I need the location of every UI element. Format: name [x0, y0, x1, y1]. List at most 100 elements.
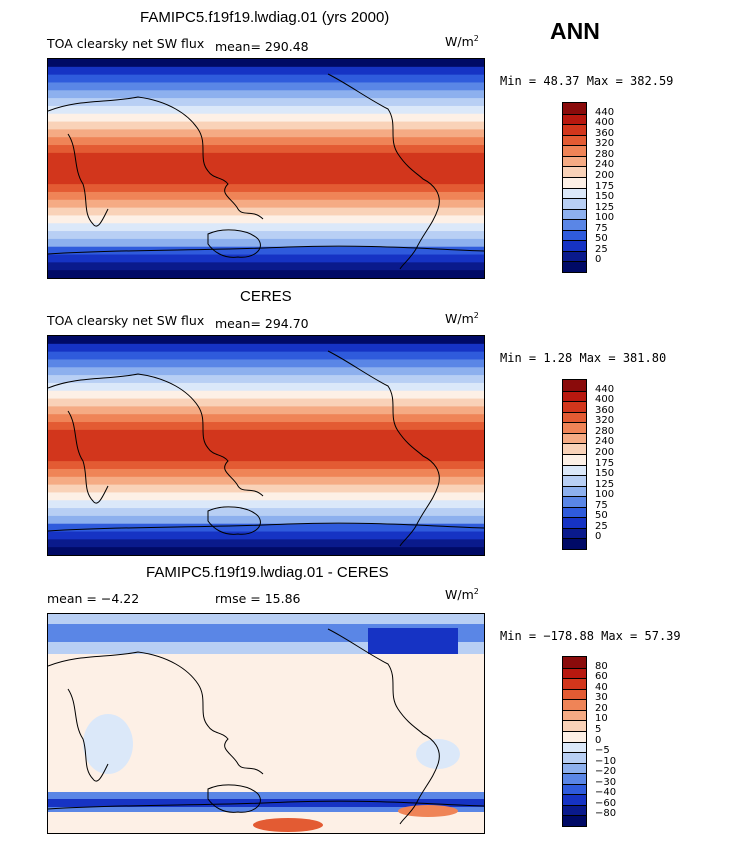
panel-3-mean: mean = −4.22	[47, 591, 140, 606]
panel-1-title: FAMIPC5.f19f19.lwdiag.01 (yrs 2000)	[140, 9, 390, 26]
map-band	[48, 484, 484, 494]
panel-2-map	[47, 335, 485, 556]
panel-3-rmse: rmse = 15.86	[215, 591, 301, 606]
panel-1-coast-antarctica	[48, 245, 484, 255]
map-band	[48, 215, 484, 224]
panel-1-coast-africa	[67, 133, 109, 227]
map-band	[48, 246, 484, 256]
map-band	[48, 262, 484, 271]
panel-1-bands	[48, 59, 484, 278]
map-band	[48, 105, 484, 115]
colorbar-swatch	[563, 208, 586, 220]
colorbar-swatch	[563, 485, 586, 497]
map-band	[48, 523, 484, 533]
map-band	[48, 191, 484, 201]
map-band	[48, 238, 484, 248]
map-band	[48, 414, 484, 423]
map-band	[48, 382, 484, 392]
map-band	[48, 500, 484, 509]
colorbar-label: −60	[595, 797, 617, 809]
colorbar-swatch	[563, 506, 586, 518]
panel-1-mean: mean= 290.48	[215, 39, 309, 54]
colorbar-label: 400	[595, 394, 615, 406]
panel-3-indian-anomaly	[83, 714, 133, 774]
map-band	[48, 398, 484, 407]
panel-2-minmax: Min = 1.28 Max = 381.80	[500, 351, 667, 365]
colorbar-label: 200	[595, 169, 615, 181]
colorbar-swatch	[563, 678, 586, 689]
map-band	[48, 207, 484, 217]
colorbar-swatch	[563, 113, 586, 125]
map-band	[48, 231, 484, 240]
panel-3-antarctic-positive	[253, 818, 323, 832]
colorbar-swatch	[563, 720, 586, 731]
panel-3-coast-antarctica	[48, 800, 484, 810]
map-band	[48, 168, 484, 177]
colorbar-swatch	[563, 804, 586, 816]
colorbar-label: 175	[595, 457, 615, 469]
colorbar-label: 40	[595, 681, 608, 693]
colorbar-label: 360	[595, 127, 615, 139]
map-band	[48, 461, 484, 470]
colorbar-label: 0	[595, 254, 602, 266]
panel-1-coast-australia	[207, 229, 261, 258]
colorbar-label: 75	[595, 499, 608, 511]
map-band	[48, 343, 484, 353]
map-band	[48, 515, 484, 525]
map-band	[48, 468, 484, 478]
colorbar-label: −40	[595, 787, 617, 799]
colorbar-swatch	[563, 219, 586, 230]
map-band	[48, 90, 484, 99]
colorbar-swatch	[563, 198, 586, 209]
colorbar-label: −80	[595, 808, 617, 820]
colorbar-label: 440	[595, 383, 615, 395]
colorbar-swatch	[563, 741, 586, 753]
colorbar-swatch	[563, 464, 586, 476]
panel-2-coast-asia	[48, 373, 264, 497]
colorbar-label: 240	[595, 159, 615, 171]
colorbar-swatch	[563, 261, 586, 272]
colorbar-label: 280	[595, 148, 615, 160]
panel-1-coast-americas	[327, 73, 440, 270]
panel-1-map-svg	[48, 59, 484, 278]
map-band	[48, 531, 484, 540]
colorbar-swatch	[563, 187, 586, 199]
map-band	[48, 121, 484, 130]
map-band	[48, 375, 484, 384]
colorbar-swatch	[563, 411, 586, 423]
colorbar-swatch	[563, 709, 586, 721]
map-band	[48, 492, 484, 501]
colorbar-swatch	[563, 667, 586, 679]
colorbar-label: 150	[595, 468, 615, 480]
colorbar-swatch	[563, 699, 586, 710]
colorbar-label: 0	[595, 531, 602, 543]
colorbar-label: 20	[595, 702, 608, 714]
colorbar-label: 5	[595, 723, 602, 735]
colorbar-label: 30	[595, 692, 608, 704]
panel-1-variable: TOA clearsky net SW flux	[47, 36, 205, 51]
colorbar-label: 320	[595, 138, 615, 150]
colorbar-label: 360	[595, 404, 615, 416]
colorbar-label: 200	[595, 446, 615, 458]
map-band	[48, 137, 484, 146]
colorbar-label: 175	[595, 180, 615, 192]
colorbar-label: 440	[595, 106, 615, 118]
map-band	[48, 351, 484, 361]
colorbar-label: 125	[595, 478, 615, 490]
colorbar-label: 50	[595, 510, 608, 522]
colorbar-label: 240	[595, 436, 615, 448]
colorbar-label: 400	[595, 117, 615, 129]
colorbar-label: 280	[595, 425, 615, 437]
colorbar-swatch	[563, 240, 586, 251]
panel-3-south-america-anomaly	[416, 739, 460, 769]
panel-3-coast-australia	[207, 784, 261, 813]
colorbar-label: 50	[595, 233, 608, 245]
colorbar-swatch	[563, 443, 586, 454]
colorbar-label: 25	[595, 243, 608, 255]
panel-3-north-america-low	[368, 628, 458, 654]
colorbar-label: 60	[595, 671, 608, 683]
map-band	[48, 437, 484, 447]
colorbar-label: 80	[595, 660, 608, 672]
map-band	[48, 59, 484, 68]
colorbar-swatch	[563, 657, 586, 668]
